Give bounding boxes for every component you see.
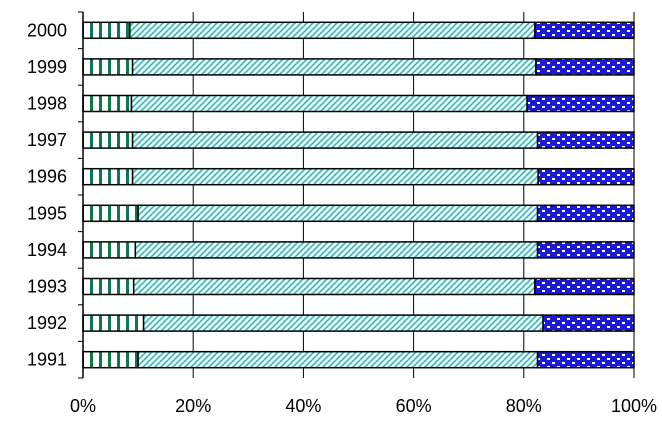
bar-segment-2000-0 bbox=[82, 21, 131, 40]
bar-segment-1993-1 bbox=[132, 277, 536, 296]
bar-segment-1996-0 bbox=[82, 167, 134, 186]
bar-segment-1995-0 bbox=[82, 204, 139, 223]
y-tick-label: 1991 bbox=[27, 350, 67, 370]
bar-segment-1999-0 bbox=[82, 58, 134, 76]
bar-row-1997 bbox=[82, 131, 635, 149]
bar-segment-1998-1 bbox=[130, 94, 528, 113]
bar-row-1994 bbox=[82, 241, 635, 259]
y-tick-label: 1993 bbox=[27, 277, 67, 297]
bar-row-1998 bbox=[82, 94, 635, 113]
bar-segment-1992-0 bbox=[82, 314, 145, 332]
y-tick-label: 1995 bbox=[27, 203, 67, 223]
bar-row-1991 bbox=[82, 350, 635, 369]
y-tick-label: 1992 bbox=[27, 313, 67, 333]
bar-segment-1994-1 bbox=[134, 241, 539, 259]
bar-row-2000 bbox=[82, 21, 635, 40]
x-tick-label: 60% bbox=[396, 396, 432, 416]
y-tick-label: 1999 bbox=[27, 57, 67, 77]
bar-row-1996 bbox=[82, 167, 635, 186]
axis-layer bbox=[78, 11, 84, 379]
bar-segment-1995-2 bbox=[536, 204, 635, 223]
bar-segment-1992-2 bbox=[542, 314, 635, 332]
bar-segment-1991-1 bbox=[137, 350, 539, 369]
bar-segment-1995-1 bbox=[137, 204, 539, 223]
y-tick-label: 1997 bbox=[27, 130, 67, 150]
bar-row-1993 bbox=[82, 277, 635, 296]
bar-segment-1996-2 bbox=[537, 167, 635, 186]
x-tick-label: 20% bbox=[175, 396, 211, 416]
bars-layer bbox=[82, 21, 635, 369]
x-tick-label: 80% bbox=[506, 396, 542, 416]
bar-segment-2000-1 bbox=[129, 21, 536, 40]
y-tick-label: 2000 bbox=[27, 20, 67, 40]
bar-segment-1998-0 bbox=[82, 94, 133, 113]
bar-segment-1997-2 bbox=[536, 131, 635, 149]
y-tick-label: 1998 bbox=[27, 94, 67, 114]
bar-segment-1993-0 bbox=[82, 277, 135, 296]
bar-segment-1997-1 bbox=[131, 131, 539, 149]
bar-segment-1991-0 bbox=[82, 350, 139, 369]
x-tick-label: 100% bbox=[611, 396, 657, 416]
x-tick-label: 40% bbox=[285, 396, 321, 416]
bar-segment-1997-0 bbox=[82, 131, 134, 149]
labels-layer: 2000 1999 1998 1997 1996 1995 1994 1993 1992 1991… bbox=[27, 20, 657, 416]
y-tick-label: 1996 bbox=[27, 167, 67, 187]
bar-segment-1999-1 bbox=[131, 58, 537, 76]
bar-row-1999 bbox=[82, 58, 635, 76]
bar-segment-1991-2 bbox=[536, 350, 635, 369]
bar-segment-2000-2 bbox=[534, 21, 635, 40]
bar-segment-1999-2 bbox=[535, 58, 635, 76]
bar-segment-1996-1 bbox=[131, 167, 539, 186]
bar-row-1995 bbox=[82, 204, 635, 223]
bar-segment-1993-2 bbox=[534, 277, 635, 296]
y-tick-label: 1994 bbox=[27, 240, 67, 260]
bar-segment-1992-1 bbox=[142, 314, 544, 332]
bar-segment-1994-2 bbox=[536, 241, 635, 259]
x-tick-label: 0% bbox=[70, 396, 96, 416]
bar-segment-1998-2 bbox=[526, 94, 635, 113]
bar-row-1992 bbox=[82, 314, 635, 332]
bar-segment-1994-0 bbox=[82, 241, 137, 259]
